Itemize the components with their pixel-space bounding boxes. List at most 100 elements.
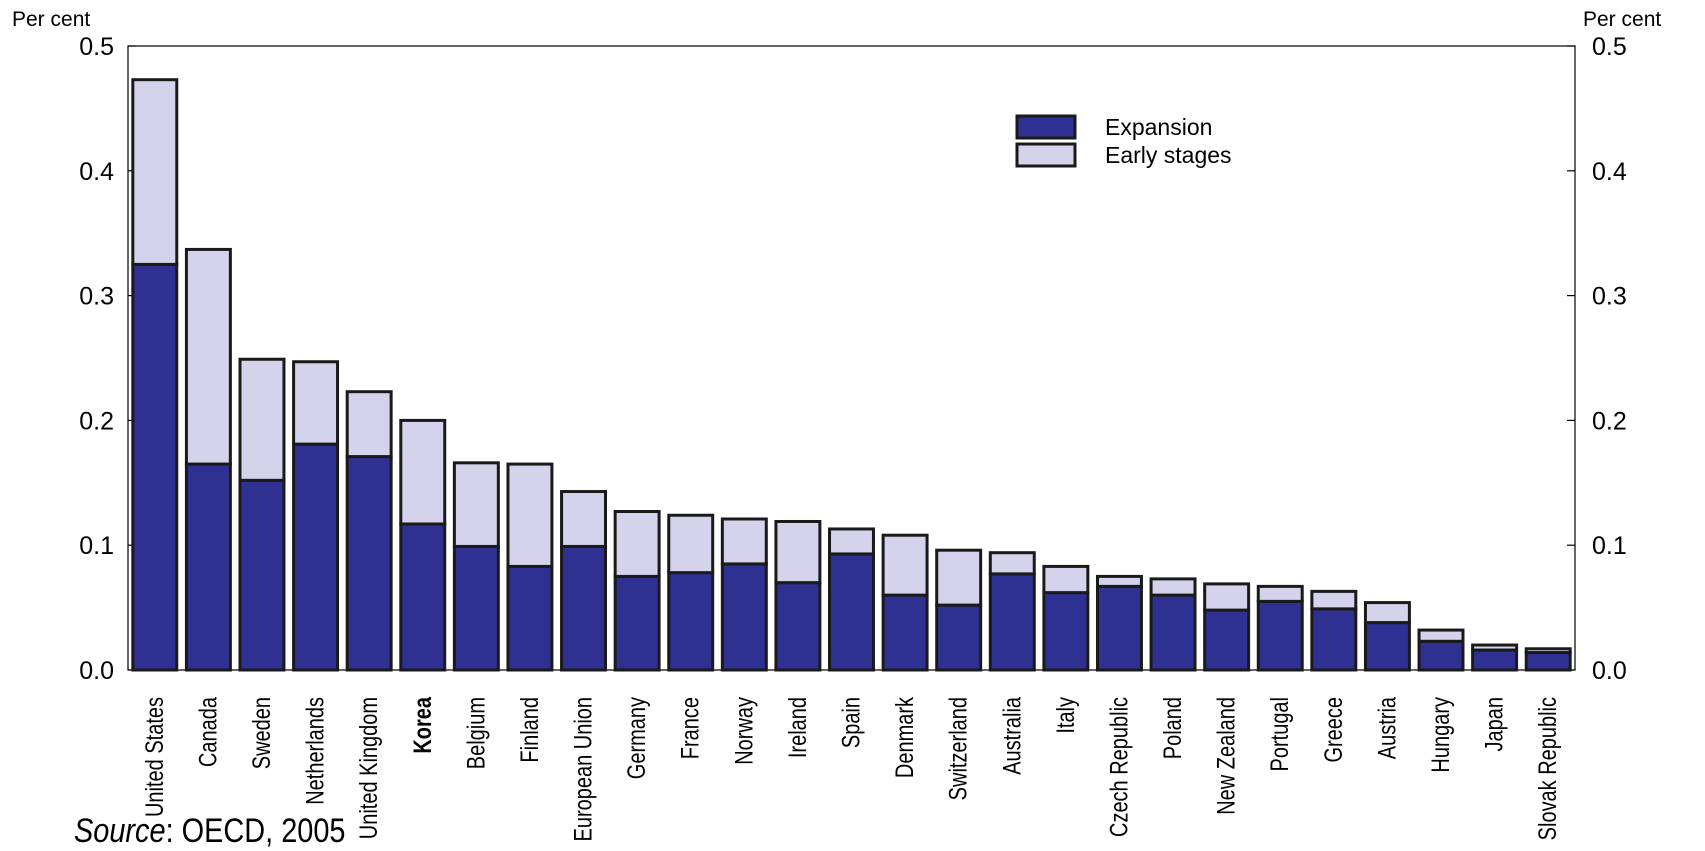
x-axis-labels: United States Canada Sweden Netherlands Unit… — [141, 696, 1562, 841]
bar-expansion — [1524, 651, 1572, 672]
y-tick-label-right: 0.5 — [1592, 33, 1627, 61]
bar-expansion — [1417, 639, 1465, 672]
x-tick-label: Hungary — [1427, 696, 1455, 772]
bar-expansion — [613, 574, 661, 672]
x-tick-label: Ireland — [784, 697, 812, 758]
bar-expansion — [1042, 591, 1090, 672]
bar-early-stages — [399, 418, 447, 526]
x-tick-label: Canada — [194, 697, 222, 767]
bar-expansion — [560, 544, 608, 672]
bar-expansion — [1471, 648, 1519, 672]
bar-early-stages — [452, 461, 500, 548]
bar-early-stages — [935, 548, 983, 607]
x-tick-label: Netherlands — [301, 697, 329, 805]
bar-expansion — [1149, 593, 1197, 672]
bar-expansion — [184, 462, 232, 672]
bar-expansion — [988, 572, 1036, 672]
legend-label: Early stages — [1105, 142, 1232, 168]
legend-swatch — [1015, 114, 1077, 140]
y-axis-label-right: Per cent — [1583, 8, 1661, 31]
source-label: Source — [74, 812, 166, 850]
y-tick-label-right: 0.3 — [1592, 283, 1627, 311]
x-tick-label: Australia — [998, 697, 1026, 775]
x-tick-label: Switzerland — [945, 697, 973, 800]
source-note: Source: OECD, 2005 — [74, 812, 345, 851]
bar-early-stages — [1471, 643, 1519, 652]
legend-label: Expansion — [1105, 114, 1212, 140]
bar-early-stages — [988, 551, 1036, 576]
legend-swatch — [1015, 142, 1077, 168]
bar-expansion — [345, 455, 393, 672]
bar-early-stages — [667, 513, 715, 575]
bars — [131, 78, 1572, 672]
y-tick-label-right: 0.4 — [1592, 158, 1627, 186]
y-axis-label-left: Per cent — [12, 8, 90, 31]
y-axis-right: 0.0 0.1 0.2 0.3 0.4 0.5 — [1567, 33, 1627, 685]
y-tick-label-right: 0.2 — [1592, 407, 1627, 435]
x-tick-label: Italy — [1052, 696, 1080, 733]
y-tick-label-right: 0.1 — [1592, 532, 1627, 560]
x-tick-label: Czech Republic — [1105, 697, 1133, 837]
y-tick-label-left: 0.1 — [79, 532, 114, 560]
y-tick-label-left: 0.0 — [79, 657, 114, 685]
x-tick-label: Finland — [516, 697, 544, 763]
bar-expansion — [774, 581, 822, 672]
bar-early-stages — [774, 519, 822, 585]
x-tick-label: Sweden — [248, 697, 276, 769]
bar-expansion — [935, 603, 983, 672]
bar-expansion — [1363, 621, 1411, 672]
x-tick-label: United Kingdom — [355, 697, 383, 839]
bar-early-stages — [1524, 647, 1572, 655]
bar-early-stages — [828, 527, 875, 556]
bar-early-stages — [1203, 582, 1251, 612]
bar-expansion — [1203, 608, 1251, 672]
bar-expansion — [667, 571, 715, 672]
bar-early-stages — [184, 247, 232, 466]
bar-early-stages — [506, 462, 554, 568]
x-tick-label: Greece — [1320, 697, 1348, 763]
y-axis-left: 0.0 0.1 0.2 0.3 0.4 0.5 — [79, 33, 136, 685]
x-tick-label: Denmark — [891, 696, 919, 778]
bar-early-stages — [613, 510, 661, 578]
x-tick-label: Austria — [1373, 697, 1401, 760]
bar-early-stages — [720, 517, 768, 566]
x-tick-label: Poland — [1159, 697, 1187, 759]
y-tick-label-left: 0.3 — [79, 283, 114, 311]
y-tick-label-left: 0.2 — [79, 407, 114, 435]
bar-expansion — [131, 262, 179, 672]
x-tick-label: Japan — [1481, 697, 1509, 751]
source-text: : OECD, 2005 — [165, 812, 346, 850]
y-tick-label-left: 0.4 — [79, 158, 114, 186]
bar-early-stages — [1256, 584, 1304, 603]
x-tick-label: United States — [141, 697, 169, 817]
x-tick-label: European Union — [569, 697, 597, 841]
bar-expansion — [292, 442, 340, 672]
bar-early-stages — [1095, 574, 1143, 588]
x-tick-label: Korea — [409, 697, 437, 754]
x-tick-label: Norway — [730, 696, 758, 764]
bar-early-stages — [1042, 564, 1090, 595]
x-tick-label: Spain — [837, 697, 865, 748]
bar-early-stages — [292, 360, 340, 446]
bar-early-stages — [1417, 628, 1465, 643]
bar-expansion — [1310, 607, 1358, 672]
bar-early-stages — [881, 533, 929, 597]
bar-expansion — [399, 522, 447, 672]
bar-expansion — [1095, 584, 1143, 672]
bar-early-stages — [1363, 601, 1411, 625]
x-tick-label: Belgium — [462, 697, 490, 769]
y-tick-label-right: 0.0 — [1592, 657, 1627, 685]
bar-early-stages — [1310, 589, 1358, 611]
bar-expansion — [452, 544, 500, 672]
x-tick-label: Slovak Republic — [1534, 697, 1562, 840]
bar-early-stages — [345, 390, 393, 459]
bar-expansion — [720, 562, 768, 672]
x-tick-label: France — [677, 697, 705, 759]
bar-expansion — [881, 593, 929, 672]
bar-expansion — [506, 564, 554, 672]
bar-early-stages — [560, 490, 608, 548]
bar-early-stages — [131, 78, 179, 266]
bar-expansion — [828, 552, 875, 672]
